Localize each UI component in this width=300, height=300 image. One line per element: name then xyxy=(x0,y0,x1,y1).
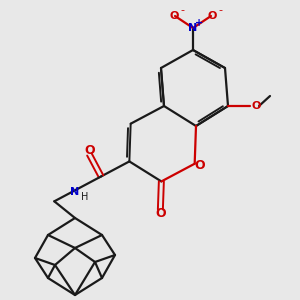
Text: N: N xyxy=(70,187,79,196)
Text: O: O xyxy=(207,11,217,21)
Text: -: - xyxy=(180,5,184,15)
Text: O: O xyxy=(194,159,205,172)
Text: O: O xyxy=(84,144,95,157)
Text: O: O xyxy=(169,11,179,21)
Text: H: H xyxy=(81,192,88,202)
Text: +: + xyxy=(195,18,203,28)
Text: N: N xyxy=(188,23,198,33)
Text: -: - xyxy=(218,5,222,15)
Text: O: O xyxy=(251,101,260,111)
Text: O: O xyxy=(155,207,166,220)
